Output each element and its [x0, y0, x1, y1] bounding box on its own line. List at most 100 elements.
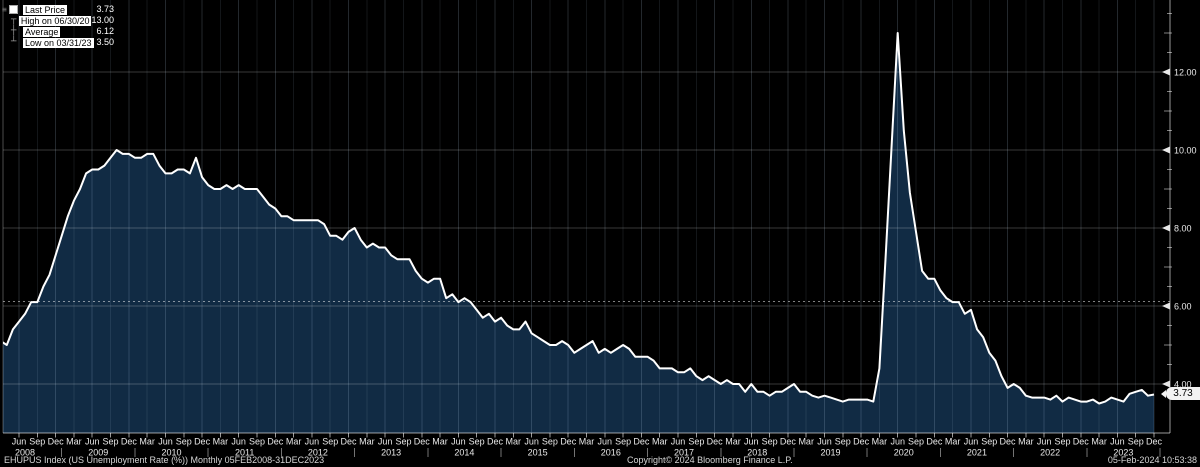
legend-row-low[interactable]: ┴ Low on 03/31/23 3.50 [2, 37, 114, 48]
x-tick-label: Sep [981, 437, 997, 447]
year-label: 2021 [967, 448, 987, 458]
x-tick-label: Mar [286, 437, 302, 447]
x-tick-label: Dec [926, 437, 943, 447]
x-tick-label: Mar [652, 437, 668, 447]
year-label: 2022 [1040, 448, 1060, 458]
x-tick-label: Mar [579, 437, 595, 447]
x-tick-label: Sep [29, 437, 45, 447]
x-tick-label: Sep [395, 437, 411, 447]
x-tick-label: Dec [487, 437, 504, 447]
x-tick-label: Jun [378, 437, 393, 447]
x-tick-label: Sep [249, 437, 265, 447]
y-tick-arrow-icon [1162, 224, 1170, 232]
x-tick-label: Dec [633, 437, 650, 447]
x-tick-label: Jun [451, 437, 466, 447]
legend-label-last-price[interactable]: Last Price [23, 4, 68, 15]
x-tick-label: Jun [1110, 437, 1125, 447]
legend-row-average[interactable]: ┼ Average 6.12 [2, 26, 114, 37]
year-label: 2020 [894, 448, 914, 458]
low-marker-icon: ┴ [11, 37, 17, 47]
x-tick-label: Sep [615, 437, 631, 447]
x-tick-label: Mar [506, 437, 522, 447]
x-tick-label: Sep [688, 437, 704, 447]
last-price-badge: 3.73 [1161, 387, 1200, 400]
x-tick-label: Mar [139, 437, 155, 447]
x-tick-label: Sep [1054, 437, 1070, 447]
y-tick-label: 12.00 [1174, 68, 1197, 78]
year-label: 2018 [747, 448, 767, 458]
x-tick-label: Mar [872, 437, 888, 447]
x-tick-label: Mar [1018, 437, 1034, 447]
x-tick-label: Sep [835, 437, 851, 447]
year-label: 2016 [601, 448, 621, 458]
x-tick-label: Dec [1146, 437, 1163, 447]
y-tick-label: 6.00 [1174, 302, 1192, 312]
x-tick-label: Sep [908, 437, 924, 447]
x-tick-label: Jun [305, 437, 320, 447]
timestamp: 05-Feb-2024 10:53:38 [1107, 455, 1197, 465]
x-tick-label: Dec [1000, 437, 1017, 447]
x-tick-label: Jun [890, 437, 905, 447]
x-tick-label: Dec [560, 437, 577, 447]
x-tick-label: Mar [432, 437, 448, 447]
x-tick-label: Sep [542, 437, 558, 447]
y-tick-label: 10.00 [1174, 146, 1197, 156]
area-fill [3, 33, 1154, 433]
y-tick-arrow-icon [1162, 68, 1170, 76]
x-tick-label: Dec [267, 437, 284, 447]
x-tick-label: Mar [945, 437, 961, 447]
y-tick-arrow-icon [1162, 380, 1170, 388]
price-line [3, 32, 1155, 405]
series-checkbox-icon[interactable] [8, 5, 18, 14]
legend-value-low: 3.50 [96, 37, 114, 47]
x-tick-label: Mar [359, 437, 375, 447]
high-marker-icon: ┬ [11, 15, 17, 25]
x-tick-label: Dec [414, 437, 431, 447]
x-tick-label: Jun [231, 437, 246, 447]
x-tick-label: Jun [12, 437, 27, 447]
average-marker-icon: ┼ [11, 26, 17, 36]
x-tick-label: Jun [158, 437, 173, 447]
drag-handle-icon: ≡ [2, 5, 7, 14]
x-tick-label: Dec [853, 437, 870, 447]
year-label: 2014 [454, 448, 474, 458]
x-tick-label: Jun [85, 437, 100, 447]
legend-row-high[interactable]: ┬ High on 06/30/20 13.00 [2, 15, 114, 26]
x-tick-label: Dec [121, 437, 138, 447]
year-label: 2017 [674, 448, 694, 458]
legend-row-last-price[interactable]: ≡ Last Price 3.73 [2, 4, 114, 15]
x-tick-label: Sep [469, 437, 485, 447]
year-label: 2019 [820, 448, 840, 458]
x-tick-label: Sep [322, 437, 338, 447]
legend-label-high[interactable]: High on 06/30/20 [18, 15, 92, 26]
year-label: 2010 [161, 448, 181, 458]
y-tick-label: 8.00 [1174, 224, 1192, 234]
x-tick-label: Jun [964, 437, 979, 447]
footer-bar: EHUPUS Index (US Unemployment Rate (%)) … [0, 453, 1200, 467]
x-tick-label: Dec [341, 437, 358, 447]
x-tick-label: Mar [66, 437, 82, 447]
legend-value-last-price: 3.73 [96, 4, 114, 14]
x-tick-label: Mar [798, 437, 814, 447]
y-tick-label: 4.00 [1174, 380, 1192, 390]
year-label: 2013 [381, 448, 401, 458]
year-label: 2015 [528, 448, 548, 458]
year-label: 2008 [15, 448, 35, 458]
x-tick-label: Sep [103, 437, 119, 447]
x-tick-label: Jun [671, 437, 686, 447]
x-tick-label: Sep [1128, 437, 1144, 447]
x-tick-label: Jun [524, 437, 539, 447]
x-tick-label: Jun [1037, 437, 1052, 447]
legend-label-average[interactable]: Average [23, 26, 61, 37]
legend-value-high: 13.00 [91, 15, 114, 25]
security-description: EHUPUS Index (US Unemployment Rate (%)) … [4, 455, 325, 465]
y-tick-arrow-icon [1162, 146, 1170, 154]
x-tick-label: Jun [744, 437, 759, 447]
x-tick-label: Mar [725, 437, 741, 447]
x-tick-label: Dec [707, 437, 724, 447]
x-tick-label: Jun [817, 437, 832, 447]
legend-label-low[interactable]: Low on 03/31/23 [23, 37, 94, 48]
x-tick-label: Dec [780, 437, 797, 447]
